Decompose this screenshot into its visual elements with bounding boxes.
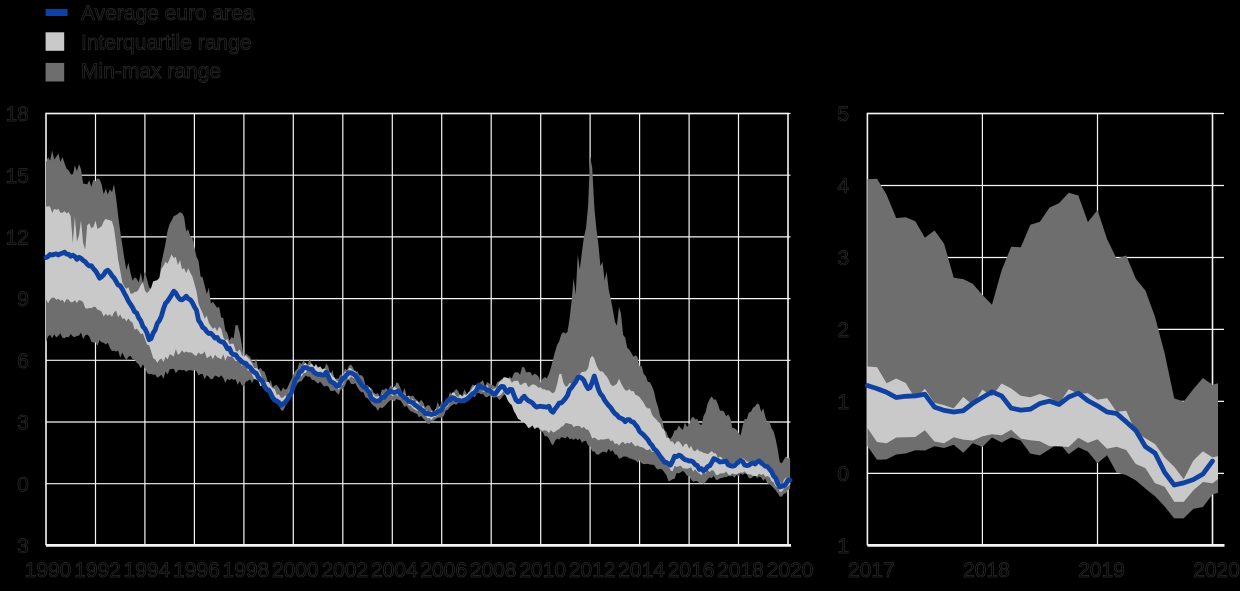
svg-text:15: 15 [5, 165, 28, 188]
svg-text:2019: 2019 [1078, 559, 1125, 582]
svg-text:1994: 1994 [124, 559, 171, 582]
svg-text:1998: 1998 [223, 559, 270, 582]
svg-text:2018: 2018 [717, 559, 764, 582]
svg-text:2002: 2002 [321, 559, 368, 582]
svg-text:2006: 2006 [420, 559, 467, 582]
svg-text:9: 9 [17, 288, 29, 311]
svg-text:2008: 2008 [470, 559, 517, 582]
svg-text:2000: 2000 [272, 559, 319, 582]
svg-text:1: 1 [837, 391, 849, 414]
svg-text:Average euro area: Average euro area [81, 2, 255, 25]
svg-text:2016: 2016 [668, 559, 715, 582]
svg-text:1996: 1996 [173, 559, 220, 582]
svg-text:3: 3 [17, 412, 29, 435]
svg-text:5: 5 [837, 103, 849, 126]
svg-text:2020: 2020 [767, 559, 814, 582]
svg-text:2004: 2004 [371, 559, 418, 582]
svg-text:Interquartile range: Interquartile range [81, 32, 251, 55]
svg-text:2: 2 [837, 319, 849, 342]
svg-text:2010: 2010 [519, 559, 566, 582]
svg-text:1: 1 [837, 535, 849, 558]
svg-text:3: 3 [17, 535, 29, 558]
svg-text:3: 3 [837, 247, 849, 270]
svg-text:18: 18 [5, 103, 28, 126]
svg-text:2020: 2020 [1193, 559, 1240, 582]
svg-text:4: 4 [837, 175, 849, 198]
svg-text:2018: 2018 [963, 559, 1010, 582]
svg-text:Min-max range: Min-max range [81, 60, 221, 83]
svg-text:2017: 2017 [848, 559, 895, 582]
svg-text:1992: 1992 [74, 559, 121, 582]
svg-text:0: 0 [17, 473, 29, 496]
svg-text:12: 12 [5, 227, 28, 250]
svg-text:6: 6 [17, 350, 29, 373]
svg-text:1990: 1990 [25, 559, 72, 582]
svg-text:0: 0 [837, 463, 849, 486]
svg-text:2014: 2014 [618, 559, 665, 582]
svg-text:2012: 2012 [569, 559, 616, 582]
